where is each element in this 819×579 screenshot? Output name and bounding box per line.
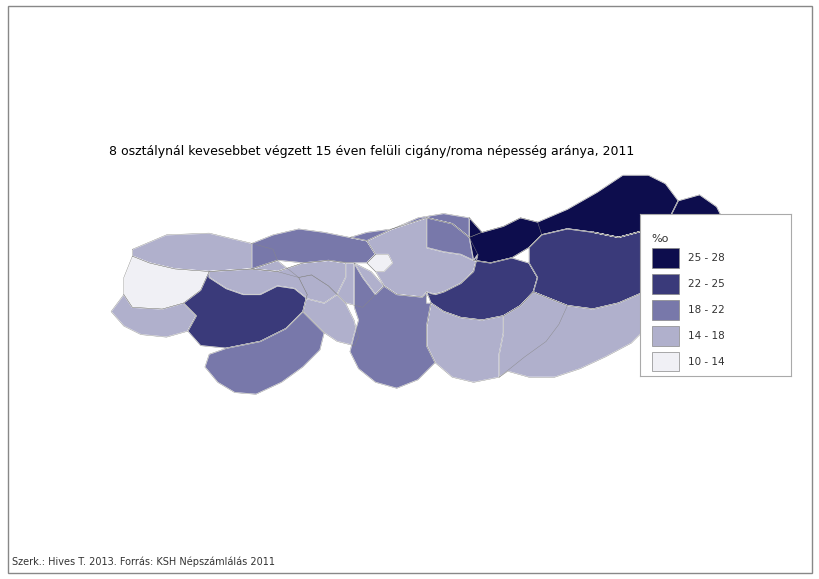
Bar <box>651 352 678 372</box>
Bar <box>651 248 678 267</box>
Text: 8 osztálynál kevesebbet végzett 15 éven felüli cigány/roma népesség aránya, 2011: 8 osztálynál kevesebbet végzett 15 éven … <box>109 145 633 159</box>
Polygon shape <box>132 233 277 272</box>
Polygon shape <box>592 195 724 263</box>
Polygon shape <box>499 292 652 378</box>
Bar <box>651 326 678 346</box>
Polygon shape <box>251 261 383 307</box>
Text: %o: %o <box>651 234 668 244</box>
Polygon shape <box>111 295 196 337</box>
Polygon shape <box>350 214 482 241</box>
Polygon shape <box>426 218 541 263</box>
Polygon shape <box>205 312 324 394</box>
Polygon shape <box>350 263 435 389</box>
Polygon shape <box>468 175 677 263</box>
Text: 25 - 28: 25 - 28 <box>687 253 724 263</box>
Polygon shape <box>366 254 392 272</box>
Polygon shape <box>124 256 209 309</box>
Polygon shape <box>426 254 537 320</box>
Text: 18 - 22: 18 - 22 <box>687 305 724 315</box>
Bar <box>651 300 678 320</box>
Polygon shape <box>183 269 307 348</box>
Bar <box>651 274 678 294</box>
Text: Szerk.: Hives T. 2013. Forrás: KSH Népszámlálás 2011: Szerk.: Hives T. 2013. Forrás: KSH Népsz… <box>12 556 275 566</box>
Text: 10 - 14: 10 - 14 <box>687 357 724 367</box>
Text: 22 - 25: 22 - 25 <box>687 279 724 289</box>
Polygon shape <box>209 261 345 303</box>
Polygon shape <box>251 229 375 269</box>
Polygon shape <box>426 292 567 382</box>
Polygon shape <box>528 229 669 309</box>
Polygon shape <box>298 275 358 346</box>
Text: 14 - 18: 14 - 18 <box>687 331 724 341</box>
Polygon shape <box>366 218 477 297</box>
